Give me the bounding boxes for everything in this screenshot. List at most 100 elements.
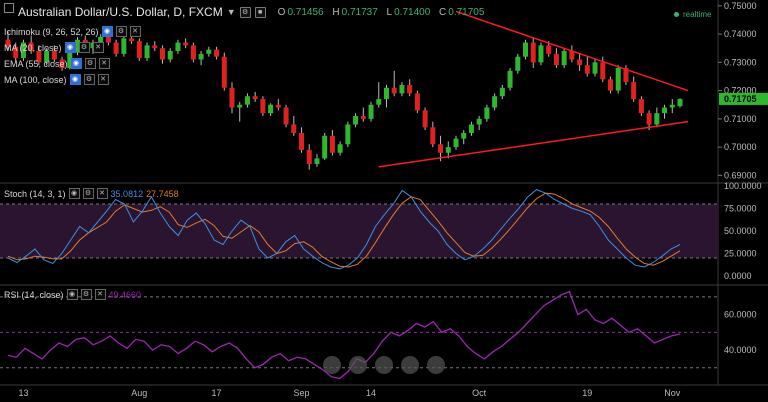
candle-body	[623, 67, 629, 83]
last-price-badge	[719, 92, 768, 105]
candle-body	[523, 42, 529, 57]
close-icon[interactable]: ✕	[97, 74, 109, 85]
indicator-ichimoku[interactable]: Ichimoku (9, 26, 52, 26) ◉ ⚙ ✕	[4, 26, 141, 37]
time-tick-label: Nov	[664, 388, 681, 398]
eye-icon[interactable]: ◉	[66, 289, 78, 300]
candle-body	[275, 104, 281, 108]
indicator-ma20[interactable]: MA (20, close) ◉ ⚙ ✕	[4, 42, 104, 53]
candle-body	[553, 53, 559, 66]
replay-controls[interactable]	[323, 356, 445, 374]
candle-body	[283, 107, 289, 125]
menu-corner-icon[interactable]	[4, 3, 14, 13]
settings-icon[interactable]: ⚙	[115, 26, 127, 37]
candle-body	[515, 56, 521, 71]
rewind-button-icon[interactable]	[323, 356, 341, 374]
candle-body	[291, 124, 297, 133]
hide-icon[interactable]: ■	[254, 6, 266, 18]
candle-body	[546, 45, 552, 54]
candle-body	[569, 51, 575, 60]
candle-body	[329, 135, 335, 153]
time-tick-label: Aug	[131, 388, 147, 398]
candle-body	[422, 110, 428, 128]
settings-icon[interactable]: ⚙	[84, 58, 96, 69]
eye-icon[interactable]: ◉	[101, 26, 113, 37]
candle-body	[129, 38, 135, 42]
eye-icon[interactable]: ◉	[69, 74, 81, 85]
rsi-line	[7, 290, 681, 380]
close-icon[interactable]: ✕	[129, 26, 141, 37]
candle-body	[468, 124, 474, 133]
time-tick-label: Oct	[472, 388, 487, 398]
close-icon[interactable]: ✕	[92, 42, 104, 53]
candle-body	[51, 51, 57, 60]
symbol-title[interactable]: Australian Dollar/U.S. Dollar, D, FXCM	[18, 5, 223, 19]
ichimoku-label[interactable]: Ichimoku (9, 26, 52, 26)	[4, 26, 99, 37]
rsi-label[interactable]: RSI (14, close)	[4, 289, 64, 300]
stoch-k-line	[7, 189, 681, 270]
eye-icon[interactable]: ◉	[68, 188, 80, 199]
settings-icon[interactable]: ⚙	[239, 6, 251, 18]
settings-icon[interactable]: ⚙	[80, 289, 92, 300]
candle-body	[414, 93, 420, 111]
step-forward-button-icon[interactable]	[401, 356, 419, 374]
candle-body	[438, 144, 444, 153]
close-icon[interactable]: ✕	[96, 188, 108, 199]
candle-body	[20, 42, 26, 59]
trendline	[455, 10, 689, 92]
candle-body	[198, 53, 204, 60]
candle-body	[13, 46, 19, 59]
candle-body	[407, 84, 413, 94]
symbol-caret-icon[interactable]: ▼	[226, 7, 236, 17]
candle-body	[322, 135, 328, 159]
candle-body	[476, 118, 482, 125]
candle-body	[484, 107, 490, 119]
time-tick-label: Sep	[294, 388, 310, 398]
settings-icon[interactable]: ⚙	[83, 74, 95, 85]
rsi-legend[interactable]: RSI (14, close) ◉ ⚙ ✕ 49.4660	[4, 289, 141, 300]
settings-icon[interactable]: ⚙	[82, 188, 94, 199]
indicator-ema55[interactable]: EMA (55, close) ◉ ⚙ ✕	[4, 58, 110, 69]
stoch-legend[interactable]: Stoch (14, 3, 1) ◉ ⚙ ✕ 35.0812 27.7458	[4, 188, 179, 199]
play-button-icon[interactable]	[375, 356, 393, 374]
stoch-pane[interactable]	[0, 189, 718, 270]
candle-body	[607, 79, 613, 91]
candle-body	[345, 124, 351, 145]
realtime-label: realtime	[683, 10, 712, 19]
price-pane[interactable]	[5, 10, 689, 170]
stoch-tick-label: 0.0000	[724, 271, 752, 281]
close-icon[interactable]: ✕	[98, 58, 110, 69]
candle-body	[299, 132, 305, 150]
stoch-band	[0, 204, 718, 258]
price-tick-label: 0.71000	[724, 114, 757, 124]
candle-body	[183, 42, 189, 46]
candle-body	[306, 149, 312, 165]
ma20-label[interactable]: MA (20, close)	[4, 42, 62, 53]
indicator-ma100[interactable]: MA (100, close) ◉ ⚙ ✕	[4, 74, 109, 85]
step-back-button-icon[interactable]	[349, 356, 367, 374]
candle-body	[144, 45, 150, 59]
stoch-label[interactable]: Stoch (14, 3, 1)	[4, 188, 66, 199]
candle-body	[28, 42, 34, 52]
close-icon[interactable]: ✕	[94, 289, 106, 300]
candle-body	[383, 87, 389, 100]
candle-body	[368, 104, 374, 119]
ma100-label[interactable]: MA (100, close)	[4, 74, 67, 85]
stoch-k-value: 35.0812	[110, 188, 144, 199]
ema55-label[interactable]: EMA (55, close)	[4, 58, 68, 69]
settings-icon[interactable]: ⚙	[78, 42, 90, 53]
candle-body	[59, 59, 65, 68]
candle-body	[600, 62, 606, 80]
candle-body	[221, 56, 227, 88]
fast-forward-button-icon[interactable]	[427, 356, 445, 374]
rsi-pane[interactable]	[0, 290, 718, 380]
realtime-indicator: realtime	[674, 10, 711, 19]
eye-icon[interactable]: ◉	[70, 58, 82, 69]
time-tick-label: 19	[582, 388, 592, 398]
eye-icon[interactable]: ◉	[64, 42, 76, 53]
candle-body	[499, 87, 505, 97]
candle-body	[105, 36, 111, 43]
candle-body	[229, 87, 235, 108]
candle-body	[530, 42, 536, 63]
candle-body	[175, 42, 181, 52]
